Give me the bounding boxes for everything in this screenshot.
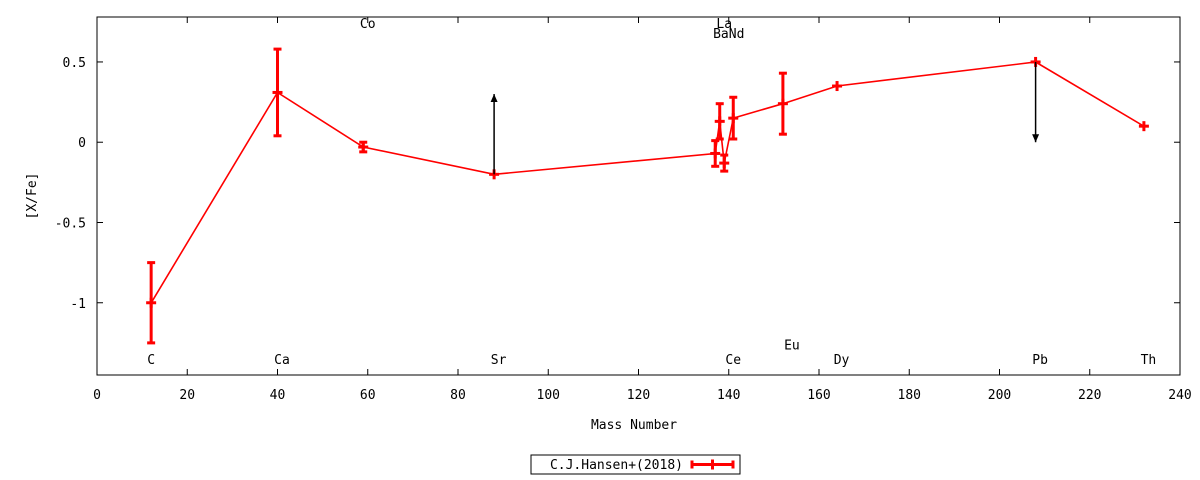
- element-label: Ce: [725, 353, 741, 368]
- legend-label: C.J.Hansen+(2018): [550, 458, 683, 473]
- x-tick-label: 80: [450, 388, 466, 403]
- legend: C.J.Hansen+(2018): [530, 454, 741, 475]
- y-tick-label: -1: [70, 297, 86, 312]
- x-axis-label: Mass Number: [591, 418, 677, 433]
- x-tick-label: 100: [537, 388, 560, 403]
- element-label: Pb: [1032, 353, 1048, 368]
- element-label: C: [147, 353, 155, 368]
- element-label: Th: [1141, 353, 1157, 368]
- x-tick-label: 40: [270, 388, 286, 403]
- plot-frame-group: [96, 16, 1181, 376]
- x-tick-label: 60: [360, 388, 376, 403]
- element-label: Eu: [784, 338, 800, 353]
- x-tick-label: 240: [1168, 388, 1191, 403]
- x-tick-label: 220: [1078, 388, 1101, 403]
- legend-sample: [690, 459, 735, 470]
- element-label: Ca: [274, 353, 290, 368]
- y-tick-label: 0.5: [63, 56, 86, 71]
- limit-arrows-group: [490, 61, 1040, 175]
- series-group: [146, 47, 1149, 345]
- element-label: BaNd: [713, 27, 744, 42]
- x-tick-label: 160: [807, 388, 830, 403]
- element-label: Sr: [491, 353, 507, 368]
- y-tick-label: -0.5: [55, 216, 86, 231]
- limit-arrow-head: [490, 94, 498, 103]
- x-tick-label: 200: [988, 388, 1011, 403]
- limit-arrow-head: [1032, 134, 1040, 143]
- x-tick-label: 20: [179, 388, 195, 403]
- x-tick-label: 120: [627, 388, 650, 403]
- series-line: [150, 61, 1145, 304]
- plot-frame: [96, 16, 1181, 376]
- x-tick-label: 180: [898, 388, 921, 403]
- x-tick-label: 140: [717, 388, 740, 403]
- ticks-group: 0 20 40 60 80 100 120 140 160 180 200 220 240 -1 -0.5 0…: [55, 17, 1192, 403]
- y-axis-label: [X/Fe]: [25, 173, 40, 220]
- x-tick-label: 0: [93, 388, 101, 403]
- legend-box: [530, 454, 741, 475]
- element-label: Co: [360, 17, 376, 32]
- element-label: Dy: [834, 353, 850, 368]
- y-tick-label: 0: [78, 136, 86, 151]
- element-label: La: [716, 17, 732, 32]
